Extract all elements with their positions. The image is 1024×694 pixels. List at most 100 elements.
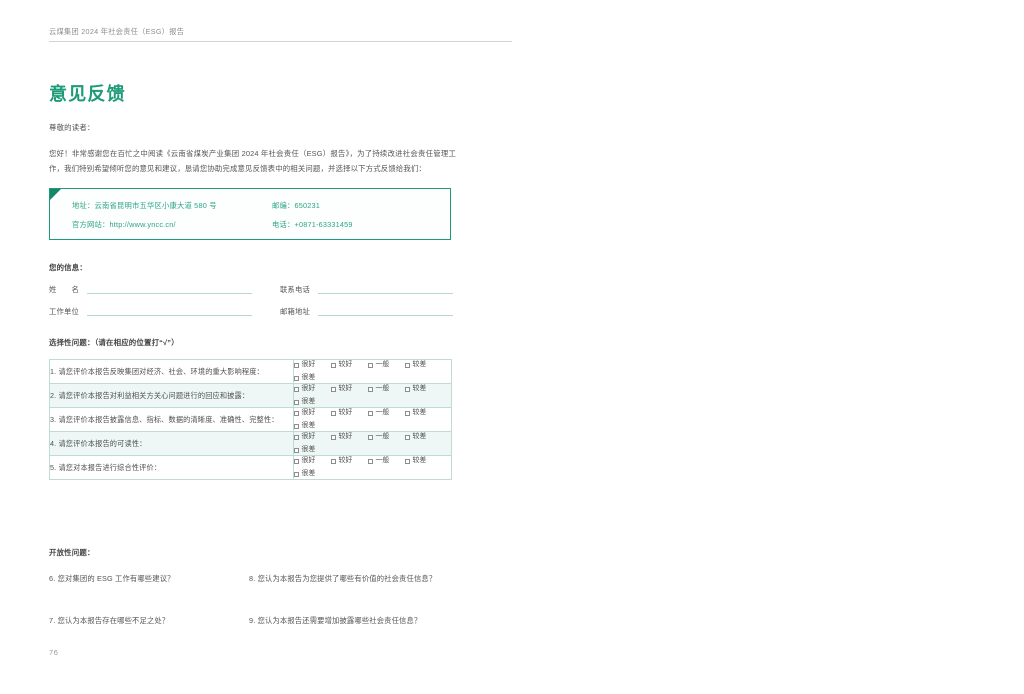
address-value: 云南省昆明市五华区小康大道 580 号 [94,201,217,210]
question-text: 4. 请您评价本报告的可读性： [49,431,294,456]
running-header-text: 云煤集团 2024 年社会责任（ESG）报告 [49,27,185,36]
option-average[interactable]: 一般 [368,384,405,394]
table-row: 1. 请您评价本报告反映集团对经济、社会、环境的重大影响程度： 很好 较好 一般… [49,359,452,384]
option-very-poor[interactable]: 很差 [294,469,451,479]
option-average[interactable]: 一般 [368,360,405,370]
option-average[interactable]: 一般 [368,432,405,442]
checkbox-icon[interactable] [331,458,336,464]
option-poor[interactable]: 较差 [405,384,442,394]
checkbox-icon[interactable] [294,434,299,440]
field-organization-input-line[interactable] [87,314,252,316]
option-label: 一般 [375,409,390,416]
option-label: 较差 [412,385,427,392]
option-label: 较好 [338,457,353,464]
checkbox-icon[interactable] [368,386,373,392]
field-email-input-line[interactable] [318,314,453,316]
option-average[interactable]: 一般 [368,408,405,418]
option-label: 一般 [375,385,390,392]
checkbox-icon[interactable] [368,362,373,368]
option-label: 很好 [301,361,316,368]
checkbox-icon[interactable] [405,434,410,440]
checkbox-icon[interactable] [294,362,299,368]
open-questions-heading: 开放性问题： [49,548,95,557]
option-label: 很好 [301,457,316,464]
option-group: 很好 较好 一般 较差 很差 [293,383,452,408]
info-row: 工作单位 邮箱地址 [49,306,456,317]
field-organization[interactable]: 工作单位 [49,306,280,317]
checkbox-icon[interactable] [405,362,410,368]
option-very-good[interactable]: 很好 [294,360,331,370]
contact-address: 地址：云南省昆明市五华区小康大道 580 号 [72,200,272,211]
checkbox-icon[interactable] [368,410,373,416]
checkbox-icon[interactable] [368,434,373,440]
running-header: 云煤集团 2024 年社会责任（ESG）报告 [49,26,512,42]
website-link[interactable]: http://www.yncc.cn/ [109,220,176,229]
field-name[interactable]: 姓名 [49,284,280,295]
checkbox-icon[interactable] [294,410,299,416]
option-label: 较差 [412,457,427,464]
field-phone-input-line[interactable] [318,292,453,294]
checkbox-icon[interactable] [294,399,299,405]
option-group: 很好 较好 一般 较差 很差 [293,407,452,432]
option-very-good[interactable]: 很好 [294,456,331,466]
option-list: 很好 较好 一般 较差 很差 [294,360,451,383]
option-group: 很好 较好 一般 较差 很差 [293,431,452,456]
option-good[interactable]: 较好 [331,384,368,394]
option-average[interactable]: 一般 [368,456,405,466]
page-title: 意见反馈 [49,84,126,104]
option-group: 很好 较好 一般 较差 很差 [293,455,452,480]
option-good[interactable]: 较好 [331,432,368,442]
postcode-label: 邮编： [272,201,295,210]
option-label: 较好 [338,385,353,392]
your-info-section: 您的信息： 姓名 联系电话 工作单位 邮箱地址 [49,262,456,328]
option-good[interactable]: 较好 [331,360,368,370]
option-label: 较差 [412,409,427,416]
option-very-good[interactable]: 很好 [294,384,331,394]
checkbox-icon[interactable] [294,458,299,464]
option-label: 很差 [301,422,316,429]
checkbox-icon[interactable] [331,410,336,416]
option-poor[interactable]: 较差 [405,456,442,466]
checkbox-icon[interactable] [405,386,410,392]
table-row: 4. 请您评价本报告的可读性： 很好 较好 一般 较差 很差 [49,431,452,456]
postcode-value: 650231 [294,201,321,210]
option-label: 一般 [375,433,390,440]
option-good[interactable]: 较好 [331,408,368,418]
option-very-good[interactable]: 很好 [294,432,331,442]
contact-website: 官方网站：http://www.yncc.cn/ [72,219,272,230]
option-label: 较好 [338,433,353,440]
field-name-input-line[interactable] [87,292,252,294]
checkbox-icon[interactable] [331,362,336,368]
checkbox-icon[interactable] [331,386,336,392]
option-very-poor[interactable]: 很差 [294,421,451,431]
field-name-label-char2: 名 [71,285,79,294]
option-list: 很好 较好 一般 较差 很差 [294,408,451,431]
option-very-poor[interactable]: 很差 [294,373,451,383]
checkbox-icon[interactable] [294,423,299,429]
option-label: 较好 [338,409,353,416]
field-organization-label: 工作单位 [49,307,79,316]
option-good[interactable]: 较好 [331,456,368,466]
contact-box: 地址：云南省昆明市五华区小康大道 580 号 邮编：650231 官方网站：ht… [49,188,451,240]
checkbox-icon[interactable] [294,386,299,392]
checkbox-icon[interactable] [294,447,299,453]
option-very-good[interactable]: 很好 [294,408,331,418]
option-very-poor[interactable]: 很差 [294,445,451,455]
intro-block: 尊敬的读者： 您好！非常感谢您在百忙之中阅读《云南省煤炭产业集团 2024 年社… [49,122,456,176]
option-poor[interactable]: 较差 [405,360,442,370]
checkbox-icon[interactable] [331,434,336,440]
salutation: 尊敬的读者： [49,123,95,132]
checkbox-icon[interactable] [294,375,299,381]
option-label: 一般 [375,361,390,368]
checkbox-icon[interactable] [405,458,410,464]
checkbox-icon[interactable] [368,458,373,464]
checkbox-icon[interactable] [405,410,410,416]
field-email[interactable]: 邮箱地址 [280,306,456,317]
checkbox-icon[interactable] [294,471,299,477]
option-poor[interactable]: 较差 [405,408,442,418]
option-poor[interactable]: 较差 [405,432,442,442]
option-very-poor[interactable]: 很差 [294,397,451,407]
choice-questions-heading: 选择性问题：（请在相应的位置打“√”） [49,338,179,347]
field-phone[interactable]: 联系电话 [280,284,456,295]
